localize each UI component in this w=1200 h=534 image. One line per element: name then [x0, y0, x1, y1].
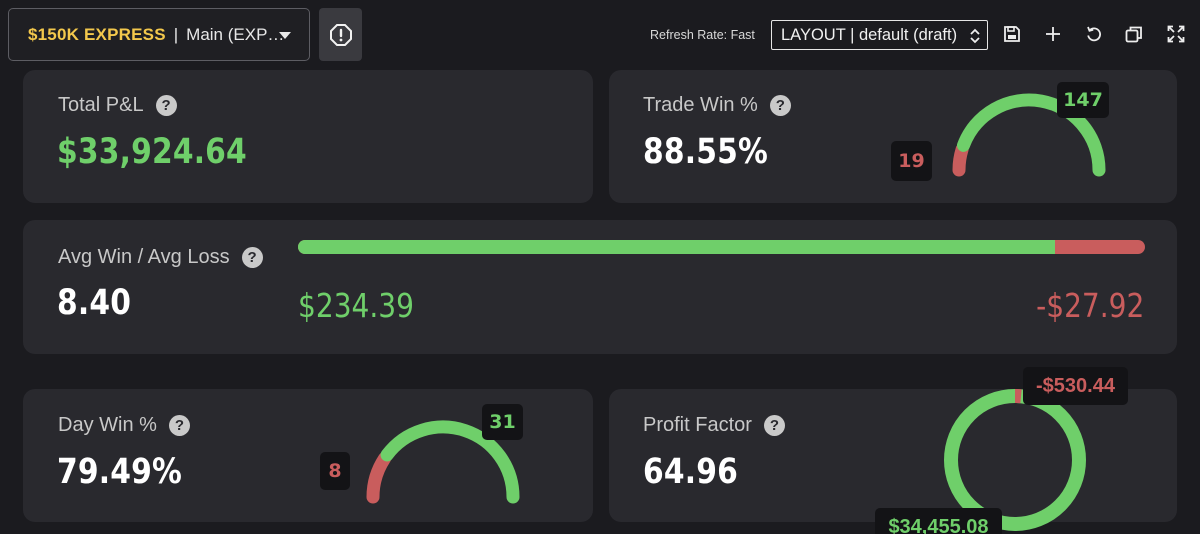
avg-win-loss-value: 8.40: [57, 283, 132, 323]
donut-profit-arc: [944, 389, 1086, 531]
donut-loss-arc: [944, 389, 1086, 531]
expand-icon: [1167, 25, 1185, 43]
help-icon[interactable]: ?: [168, 415, 190, 436]
gauge-win-arc: [956, 93, 1106, 177]
account-sub: Main (EXP…: [186, 24, 285, 44]
trade-win-card: Trade Win % ? 88.55% 19 147: [609, 70, 1177, 203]
top-bar: $150K EXPRESS | Main (EXP… Refresh Rate:…: [0, 0, 1200, 68]
win-loss-bar: [298, 240, 1145, 254]
help-icon[interactable]: ?: [763, 415, 785, 436]
trade-win-label: Trade Win %: [643, 94, 758, 116]
layout-select[interactable]: LAYOUT | default (draft): [771, 20, 988, 50]
avg-loss-value: -$27.92: [1035, 286, 1144, 325]
avg-win-loss-card: Avg Win / Avg Loss ? 8.40 $234.39 -$27.9…: [23, 220, 1177, 354]
refresh-rate-label: Refresh Rate: Fast: [650, 28, 755, 42]
gauge-win-arc: [380, 420, 520, 504]
trade-losses-badge: 19: [891, 141, 932, 181]
account-selector[interactable]: $150K EXPRESS | Main (EXP…: [8, 8, 310, 61]
gross-profit-badge: $34,455.08: [875, 508, 1002, 534]
duplicate-icon: [1125, 26, 1142, 43]
account-separator: |: [173, 24, 179, 44]
day-losses-badge: 8: [320, 452, 350, 490]
day-wins-badge: 31: [482, 404, 523, 440]
account-name: $150K EXPRESS: [28, 24, 166, 44]
gross-loss-badge: -$530.44: [1023, 367, 1128, 405]
day-win-value: 79.49%: [57, 452, 182, 492]
trade-wins-badge: 147: [1057, 82, 1109, 118]
trade-win-value: 88.55%: [643, 132, 768, 172]
duplicate-layout-button[interactable]: [1122, 22, 1146, 46]
help-icon[interactable]: ?: [241, 247, 263, 268]
alert-octagon-icon: [329, 23, 352, 46]
total-pnl-value: $33,924.64: [57, 132, 247, 172]
help-icon[interactable]: ?: [769, 95, 791, 116]
save-icon: [1004, 26, 1020, 42]
day-win-card: Day Win % ? 79.49% 8 31: [23, 389, 593, 522]
alert-button[interactable]: [319, 8, 362, 61]
help-icon[interactable]: ?: [155, 95, 177, 116]
undo-icon: [1087, 26, 1101, 42]
avg-win-loss-label: Avg Win / Avg Loss: [58, 246, 230, 268]
total-pnl-label: Total P&L: [58, 94, 144, 116]
profit-factor-value: 64.96: [643, 452, 738, 492]
save-layout-button[interactable]: [1000, 22, 1024, 46]
total-pnl-card: Total P&L ? $33,924.64: [23, 70, 593, 203]
profit-factor-donut: [944, 389, 1086, 531]
layout-select-value: LAYOUT | default (draft): [781, 25, 958, 44]
gauge-loss-arc: [952, 142, 969, 177]
select-arrows-icon: [970, 28, 980, 44]
avg-win-value: $234.39: [298, 286, 414, 325]
trade-win-gauge: [952, 93, 1106, 177]
reset-layout-button[interactable]: [1082, 22, 1106, 46]
add-widget-button[interactable]: [1041, 22, 1065, 46]
day-win-label: Day Win %: [58, 414, 157, 436]
day-win-gauge: [366, 420, 520, 504]
chevron-down-icon: [279, 32, 291, 39]
plus-icon: [1046, 27, 1060, 41]
win-loss-bar-win: [298, 240, 1055, 254]
profit-factor-label: Profit Factor: [643, 414, 752, 436]
gauge-loss-arc: [366, 451, 392, 504]
fullscreen-button[interactable]: [1164, 22, 1188, 46]
